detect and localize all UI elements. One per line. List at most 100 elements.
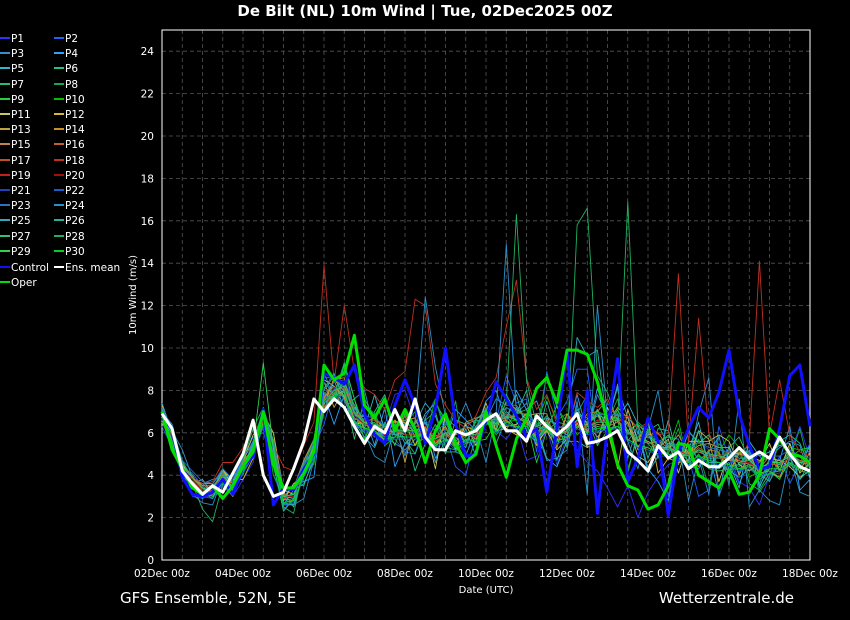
- x-tick-label: 10Dec 00z: [458, 568, 514, 580]
- legend-swatch: [0, 189, 10, 191]
- legend-item: P6: [54, 62, 78, 76]
- legend-label: P29: [11, 245, 31, 258]
- legend-label: P2: [65, 33, 79, 45]
- y-tick-label: 24: [141, 46, 155, 58]
- legend-label: P10: [65, 93, 85, 106]
- legend-item: P25: [0, 214, 31, 228]
- legend-swatch: [0, 97, 10, 100]
- x-tick-label: 12Dec 00z: [539, 568, 595, 580]
- x-tick-label: 14Dec 00z: [620, 568, 676, 580]
- legend-label: P5: [11, 63, 25, 76]
- legend-label: P27: [11, 230, 31, 243]
- legend-label: P15: [11, 139, 31, 152]
- x-tick-label: 02Dec 00z: [134, 568, 190, 580]
- y-tick-label: 0: [147, 555, 154, 567]
- legend-item: P14: [54, 123, 85, 137]
- legend-label: P13: [11, 124, 31, 137]
- y-tick-label: 10: [141, 343, 154, 355]
- legend-item: P16: [54, 138, 85, 152]
- y-tick-label: 2: [147, 513, 154, 525]
- legend-label: Oper: [11, 277, 37, 290]
- legend-item: P1: [0, 32, 24, 46]
- legend-swatch: [0, 173, 10, 176]
- legend-item: P21: [0, 184, 31, 198]
- source-label: Wetterzentrale.de: [658, 589, 794, 607]
- legend-item: Oper: [0, 276, 37, 290]
- legend-label: P17: [11, 154, 31, 167]
- legend-swatch: [0, 281, 10, 284]
- legend-swatch: [0, 52, 10, 55]
- plot-frame: [161, 29, 811, 561]
- legend-item: P19: [0, 169, 31, 183]
- legend-swatch: [54, 37, 64, 39]
- legend-item: P17: [0, 154, 31, 168]
- legend-item: P30: [54, 245, 85, 259]
- legend-item: P12: [54, 108, 85, 122]
- legend-swatch: [0, 158, 10, 161]
- legend-label: P21: [11, 185, 31, 197]
- legend-label: P16: [65, 139, 85, 152]
- legend-label: P23: [11, 200, 31, 213]
- legend-label: P7: [11, 78, 25, 91]
- legend-swatch: [54, 158, 64, 161]
- legend-item: P23: [0, 199, 31, 213]
- legend-label: P4: [65, 48, 79, 61]
- legend-item: P18: [54, 154, 85, 168]
- legend-label: P26: [65, 215, 85, 228]
- y-tick-label: 6: [147, 428, 154, 440]
- y-tick-label: 8: [147, 385, 154, 397]
- legend-item: P4: [54, 47, 78, 61]
- legend-swatch: [0, 67, 10, 70]
- legend-item: P27: [0, 230, 31, 244]
- series-line-p28: [161, 201, 811, 523]
- legend-item: P13: [0, 123, 31, 137]
- legend-label: P6: [65, 63, 79, 76]
- legend-label: Control: [11, 262, 49, 274]
- legend-item: P15: [0, 138, 31, 152]
- legend-swatch: [54, 204, 64, 207]
- legend-item: P8: [54, 78, 78, 92]
- legend-label: P19: [11, 169, 31, 182]
- legend-swatch: [0, 249, 10, 252]
- legend-swatch: [0, 234, 10, 237]
- legend-item: P28: [54, 230, 85, 244]
- legend-swatch: [0, 37, 10, 39]
- y-tick-label: 20: [141, 131, 154, 143]
- oper-line: [160, 333, 811, 511]
- x-tick-label: 08Dec 00z: [377, 568, 433, 580]
- legend-swatch: [54, 67, 64, 70]
- x-tick-label: 04Dec 00z: [215, 568, 271, 580]
- legend-item: P9: [0, 93, 24, 107]
- legend-item: Control: [0, 261, 49, 275]
- y-tick-label: 18: [141, 173, 154, 185]
- legend-swatch: [54, 219, 64, 222]
- legend-label: P18: [65, 154, 85, 167]
- legend-swatch: [54, 173, 64, 176]
- legend-swatch: [0, 113, 10, 115]
- legend-swatch: [54, 234, 64, 237]
- legend-swatch: [54, 82, 64, 85]
- legend-swatch: [54, 52, 64, 55]
- legend-label: P28: [65, 230, 85, 243]
- x-tick-label: 18Dec 00z: [782, 568, 838, 580]
- y-axis-label: 10m Wind (m/s): [128, 255, 139, 335]
- legend-label: P22: [65, 185, 85, 197]
- y-tick-label: 16: [141, 216, 155, 228]
- legend-swatch: [0, 219, 10, 222]
- legend-swatch: [0, 82, 10, 85]
- legend-label: P8: [65, 78, 79, 91]
- x-tick-label: 16Dec 00z: [701, 568, 757, 580]
- model-label: GFS Ensemble, 52N, 5E: [120, 589, 297, 607]
- legend-item: P3: [0, 47, 24, 61]
- legend-item: P26: [54, 214, 85, 228]
- legend-item: P20: [54, 169, 85, 183]
- chart-title: De Bilt (NL) 10m Wind | Tue, 02Dec2025 0…: [237, 2, 613, 20]
- legend-swatch: [54, 113, 64, 115]
- legend-swatch: [54, 97, 64, 100]
- legend-item: P11: [0, 108, 31, 122]
- x-tick-label: 06Dec 00z: [296, 568, 352, 580]
- series-line-p12: [161, 377, 811, 495]
- legend-swatch: [54, 189, 64, 191]
- grid-lines: [162, 30, 810, 560]
